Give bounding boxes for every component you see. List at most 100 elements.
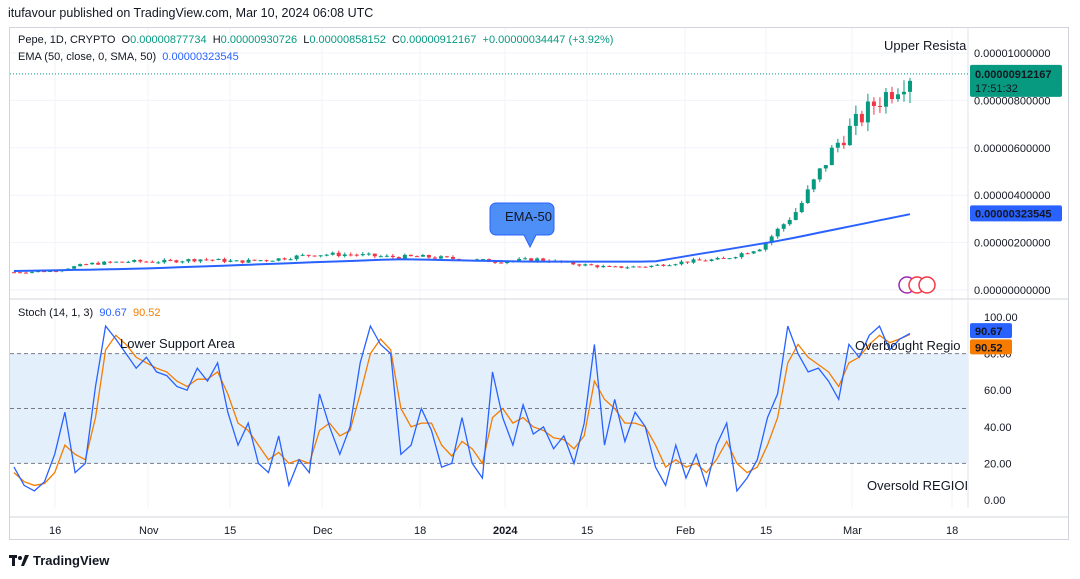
stoch-tick-label: 100.00 — [984, 312, 1018, 324]
candle-body — [493, 261, 498, 263]
candle-body — [354, 254, 359, 256]
candle-body — [889, 92, 894, 100]
candle-body — [270, 260, 275, 262]
time-tick-label: Dec — [313, 525, 333, 537]
candle-body — [108, 261, 113, 263]
publish-header: itufavour published on TradingView.com, … — [8, 6, 373, 20]
candle-body — [72, 266, 77, 269]
tradingview-footer[interactable]: TradingView — [9, 553, 109, 568]
candle-body — [859, 113, 864, 123]
stoch-tick-label: 40.00 — [984, 422, 1012, 434]
open-label: O — [121, 34, 131, 46]
candle-body — [48, 270, 53, 272]
candle-body — [529, 258, 534, 262]
candle-body — [739, 253, 744, 258]
candle-body — [96, 262, 101, 265]
candle-body — [336, 252, 341, 257]
stoch-k-label-bg — [970, 323, 1012, 339]
candle-body — [667, 265, 672, 267]
stoch-tick-label: 20.00 — [984, 458, 1012, 470]
event-flag-icon — [918, 276, 936, 294]
stoch-k-value: 90.67 — [99, 307, 127, 319]
price-tick-label: 0.00000400000 — [974, 190, 1050, 202]
candle-body — [450, 256, 455, 259]
candle-body — [715, 257, 720, 260]
ema-label-bg — [970, 205, 1062, 222]
time-tick-label: 2024 — [493, 525, 518, 537]
symbol-name: Pepe, 1D, CRYPTO — [18, 34, 116, 46]
candle-body — [613, 266, 618, 268]
candle-body — [210, 259, 215, 261]
candle-body — [787, 219, 792, 225]
candle-body — [481, 259, 486, 261]
candle-body — [138, 260, 143, 262]
price-label: 0.00000912167 — [975, 69, 1051, 81]
candle-body — [709, 259, 714, 261]
candle-body — [54, 270, 59, 272]
candle-body — [246, 259, 251, 263]
ema-callout-text: EMA-50 — [505, 209, 552, 224]
candle-body — [42, 271, 47, 273]
ema-line — [13, 213, 911, 272]
chart-canvas[interactable]: 0.00001000000 0.00000800000 0.00000600000 0… — [10, 28, 1068, 539]
price-tick-label: 0.00001000000 — [974, 48, 1050, 60]
candle-body — [180, 261, 185, 263]
candle-body — [655, 264, 660, 266]
candle-body — [222, 258, 227, 262]
candle-body — [841, 142, 846, 146]
candle-body — [324, 254, 329, 256]
candle-body — [186, 259, 191, 262]
candle-body — [643, 266, 648, 268]
candle-body — [414, 256, 419, 258]
candle-body — [348, 254, 353, 256]
candle-body — [432, 257, 437, 259]
candle-body — [156, 262, 161, 264]
candle-body — [829, 147, 834, 166]
candle-body — [901, 91, 906, 95]
candle-body — [78, 264, 83, 267]
candle-body — [853, 113, 858, 126]
candle-body — [673, 264, 678, 266]
candle-body — [378, 256, 383, 258]
price-tick-label: 0.00000600000 — [974, 143, 1050, 155]
candle-body — [817, 168, 822, 180]
countdown-label: 17:51:32 — [975, 83, 1018, 95]
candle-body — [751, 251, 756, 254]
candle-body — [631, 266, 636, 268]
stoch-legend: Stoch (14, 1, 3) 90.67 90.52 — [18, 307, 161, 319]
candle-body — [697, 259, 702, 261]
candle-body — [258, 260, 263, 262]
candle-body — [168, 259, 173, 261]
time-tick-label: 15 — [224, 525, 236, 537]
symbol-legend: Pepe, 1D, CRYPTO O0.00000877734 H0.00000… — [18, 34, 613, 46]
upper-resistance-label: Upper Resista — [884, 38, 967, 53]
price-tick-label: 0.00000000000 — [974, 285, 1050, 297]
ema-legend: EMA (50, close, 0, SMA, 50) 0.0000032354… — [18, 51, 239, 63]
candle-body — [793, 212, 798, 220]
candle-body — [390, 255, 395, 258]
time-tick-label: Nov — [139, 525, 159, 537]
candle-body — [396, 257, 401, 259]
candle-body — [908, 80, 912, 92]
candle-body — [252, 259, 257, 261]
candle-body — [571, 261, 576, 265]
candle-body — [294, 255, 299, 260]
overbought-label: Overbought Regio — [855, 338, 961, 353]
time-tick-label: Feb — [676, 525, 695, 537]
price-tick-label: 0.00000200000 — [974, 238, 1050, 250]
candle-body — [517, 258, 522, 261]
candle-body — [499, 262, 504, 264]
price-label-bg — [970, 64, 1062, 97]
low-label: L — [303, 34, 310, 46]
candle-body — [300, 254, 305, 256]
candle-body — [192, 259, 197, 262]
candle-body — [535, 258, 540, 262]
candle-body — [619, 266, 624, 268]
stoch-d-label-bg — [970, 339, 1012, 355]
candle-body — [745, 253, 750, 255]
ema-value: 0.00000323545 — [162, 51, 239, 63]
candle-body — [162, 259, 167, 263]
candle-body — [120, 261, 125, 263]
open-value: 0.00000877734 — [130, 34, 207, 46]
candle-body — [444, 256, 449, 258]
